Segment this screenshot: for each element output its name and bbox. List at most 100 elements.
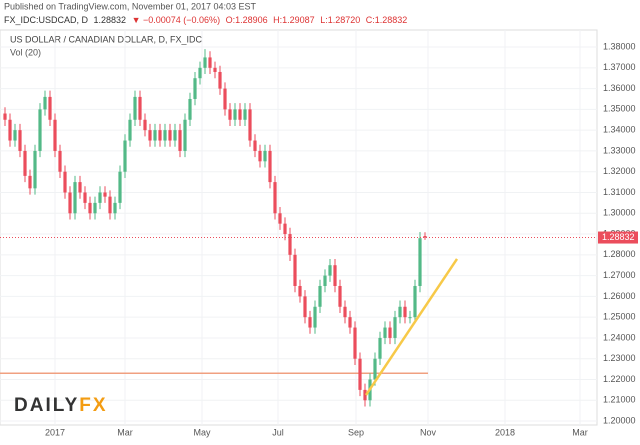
candle-body [123,140,127,172]
candle-body [58,150,62,172]
candle-body [308,317,312,328]
y-tick-label: 1.36000 [603,83,636,93]
candle-body [258,150,262,162]
logo-fx: FX [79,395,107,416]
candle-body [63,171,67,193]
candle-body [328,265,332,276]
candle-body [158,130,162,141]
candle-body [43,96,47,110]
x-tick-label: May [193,427,211,437]
x-tick-label: 2018 [495,427,515,437]
y-tick-label: 1.37000 [603,62,636,72]
y-tick-label: 1.34000 [603,125,636,135]
candle-body [423,235,427,238]
high-value: H:1.29087 [273,15,315,25]
candle-body [248,109,252,141]
candle-body [413,285,417,318]
candle-body [138,96,142,120]
candle-body [378,337,382,359]
symbol-header: FX_IDC:USDCAD, D 1.28832 ▼ −0.00074 (−0.… [4,15,407,25]
candle-body [343,306,347,318]
x-tick-label: Sep [348,427,364,437]
candle-body [408,317,412,319]
y-tick-label: 1.32000 [603,166,636,176]
y-tick-label: 1.21000 [603,395,636,405]
price-change: ▼ −0.00074 (−0.06%) [132,15,220,25]
candle-body [173,130,177,141]
candle-body [78,182,82,193]
candle-body [353,327,357,359]
candle-body [68,192,72,214]
candle-body [288,234,292,255]
candle-body [148,130,152,141]
candle-body [73,182,77,214]
close-value: C:1.28832 [366,15,408,25]
last-price: 1.28832 [94,15,127,25]
chart-title: US DOLLAR / CANADIAN DOLLAR, D, FX_IDC [10,34,203,44]
candle-body [273,182,277,214]
candle-body [363,389,367,401]
candle-body [403,306,407,318]
y-tick-label: 1.33000 [603,145,636,155]
candle-body [208,57,212,68]
candle-body [13,130,17,141]
x-tick-label: Mar [572,427,588,437]
candle-body [268,150,272,183]
y-tick-label: 1.20000 [603,415,636,425]
candle-body [228,109,232,120]
candle-body [53,119,57,151]
open-value: O:1.28906 [226,15,268,25]
candle-body [93,202,97,214]
y-tick-label: 1.26000 [603,291,636,301]
volume-label: Vol (20) [10,47,41,57]
candle-body [358,358,362,390]
candle-body [193,78,197,99]
y-tick-label: 1.24000 [603,332,636,342]
trend-line [364,258,459,396]
x-tick-label: Mar [117,427,133,437]
candle-body [388,327,392,338]
candle-body [198,67,202,79]
candle-body [98,192,102,203]
y-tick-label: 1.25000 [603,312,636,322]
logo-daily: DAILY [14,395,79,416]
y-tick-label: 1.38000 [603,41,636,51]
candle-body [283,223,287,235]
y-tick-label: 1.31000 [603,187,636,197]
candle-body [183,119,187,151]
candle-body [383,327,387,338]
low-value: L:1.28720 [320,15,360,25]
candle-body [108,196,112,214]
candle-body [23,150,27,176]
candle-body [398,306,402,318]
published-note: Published on TradingView.com, November 0… [4,1,256,11]
candle-body [18,130,22,151]
candle-body [338,285,342,307]
candle-body [153,130,157,141]
logo: DAILYFX [14,395,108,416]
candle-body [243,109,247,120]
candle-body [293,254,297,286]
plot-frame [0,29,598,426]
candle-body [213,67,217,72]
y-tick-label: 1.27000 [603,270,636,280]
candle-body [3,113,7,120]
candle-body [33,150,37,189]
candle-body [303,296,307,318]
y-tick-label: 1.28000 [603,249,636,259]
candle-body [223,88,227,110]
candle-body [113,202,117,214]
y-tick-label: 1.35000 [603,104,636,114]
candle-body [218,71,222,89]
candle-body [323,275,327,286]
candle-body [188,98,192,120]
last-price-box [598,231,638,244]
candle-body [318,285,322,307]
candle-body [348,317,352,328]
candle-body [203,57,207,68]
candle-body [253,140,257,151]
y-tick-label: 1.23000 [603,353,636,363]
candle-body [118,171,122,203]
candle-body [263,150,267,162]
